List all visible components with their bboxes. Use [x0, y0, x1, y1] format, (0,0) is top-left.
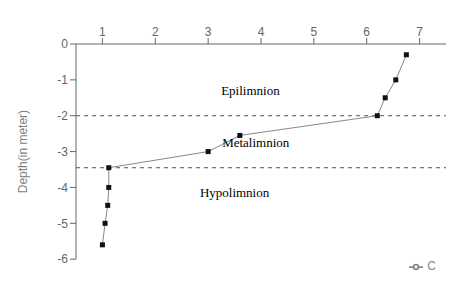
- svg-text:-1: -1: [57, 73, 68, 87]
- svg-text:4: 4: [258, 25, 265, 39]
- svg-text:-3: -3: [57, 145, 68, 159]
- svg-text:6: 6: [363, 25, 370, 39]
- svg-text:Metalimnion: Metalimnion: [222, 135, 290, 150]
- svg-text:Hypolimnion: Hypolimnion: [200, 185, 270, 200]
- svg-text:-6: -6: [57, 252, 68, 266]
- svg-text:2: 2: [152, 25, 159, 39]
- svg-text:-5: -5: [57, 217, 68, 231]
- svg-text:7: 7: [416, 25, 423, 39]
- svg-text:3: 3: [205, 25, 212, 39]
- svg-text:0: 0: [61, 37, 68, 51]
- svg-text:1: 1: [99, 25, 106, 39]
- svg-text:Epilimnion: Epilimnion: [221, 83, 280, 98]
- svg-text:-4: -4: [57, 181, 68, 195]
- svg-text:Depth(in meter): Depth(in meter): [16, 110, 30, 193]
- html-text:C: C: [427, 259, 436, 274]
- svg-text:-2: -2: [57, 109, 68, 123]
- svg-text:5: 5: [311, 25, 318, 39]
